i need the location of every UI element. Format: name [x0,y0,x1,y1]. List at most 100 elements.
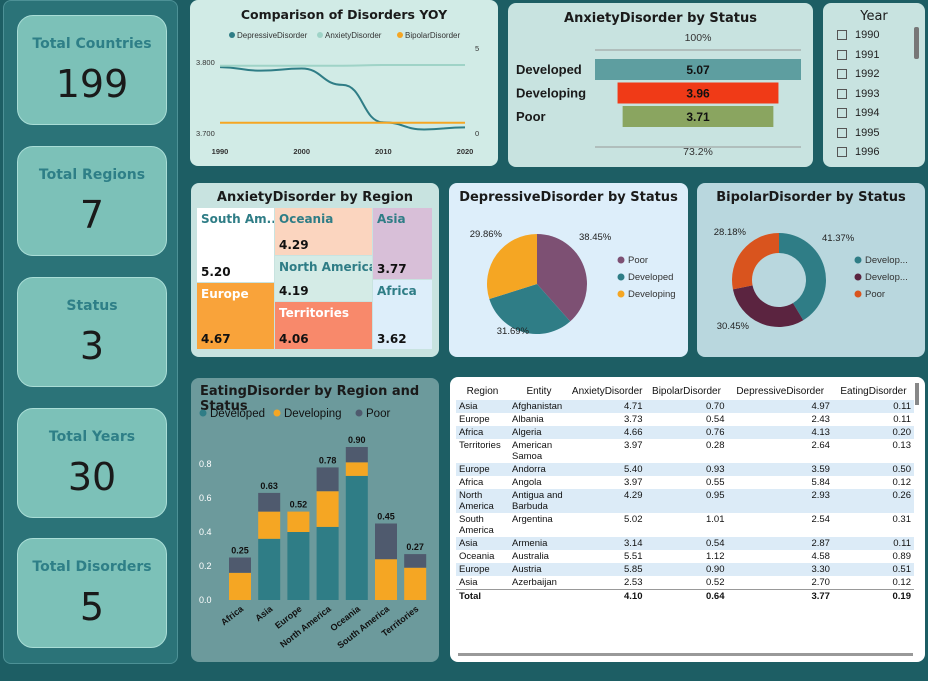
treemap-value: 4.19 [279,284,309,298]
column-header[interactable]: Entity [509,383,569,400]
treemap-label: South Am... [201,212,274,226]
table-cell: 0.93 [645,463,728,476]
total-row: Total 4.10 0.64 3.77 0.19 [456,589,914,603]
pie-slice [489,284,571,334]
pie-chart: 38.45% 31.69% 29.86% Poor Developed Developin… [470,229,676,337]
table-row[interactable]: Europe Albania 3.73 0.54 2.43 0.11 [456,413,914,426]
legend-label: BipolarDisorder [405,31,460,40]
table-row[interactable]: North America Antigua and Barbuda 4.29 0.95… [456,489,914,513]
treemap-label: Asia [377,212,406,226]
table-cell: Armenia [509,537,569,550]
treemap-cell[interactable]: South Am... 5.20 [197,208,274,282]
year-option[interactable]: 1994 [837,107,879,119]
legend-label: Developed [210,408,265,420]
column-header[interactable]: BipolarDisorder [645,383,728,400]
year-option[interactable]: 1990 [837,29,879,41]
table-cell: Andorra [509,463,569,476]
funnel-bottom-label: 73.2% [683,146,713,158]
treemap-cell[interactable]: Europe 4.67 [197,283,274,349]
column-header[interactable]: EatingDisorder [832,383,914,400]
table-cell: 0.54 [645,537,728,550]
table-cell: 0.19 [832,589,914,603]
table-cell: 0.28 [645,439,728,463]
data-label: 0.25 [231,546,249,556]
table-row[interactable]: Europe Austria 5.85 0.90 3.30 0.51 [456,563,914,576]
table-row[interactable]: South America Argentina 5.02 1.01 2.54 0.31 [456,513,914,537]
table-cell: 4.13 [727,426,833,439]
funnel-category: Developed [516,62,582,77]
y-tick-label: 0.2 [199,561,212,571]
table-row[interactable]: Africa Algeria 4.66 0.76 4.13 0.20 [456,426,914,439]
kpi-title: Total Disorders [32,559,152,575]
table-row[interactable]: Asia Afghanistan 4.71 0.70 4.97 0.11 [456,400,914,413]
funnel-bar [622,106,774,127]
table-cell: Afghanistan [509,400,569,413]
checkbox[interactable] [837,30,847,41]
kpi-card: Total Disorders 5 [17,538,167,648]
data-label: 41.37% [822,233,855,244]
checkbox[interactable] [837,127,847,138]
column-header[interactable]: Region [456,383,509,400]
checkbox[interactable] [837,147,847,158]
bar-segment [229,572,251,600]
table-cell: 0.20 [832,426,914,439]
checkbox[interactable] [837,88,847,99]
scrollbar[interactable] [458,653,913,656]
bar-segment [375,523,397,560]
treemap-value: 4.67 [201,332,231,346]
treemap-cell[interactable]: Territories 4.06 [275,302,372,349]
column-header[interactable]: AnxietyDisorder [568,383,646,400]
year-option[interactable]: 1991 [837,49,879,61]
table-cell: 2.64 [727,439,833,463]
treemap-cell[interactable]: Africa 3.62 [373,280,432,349]
table-cell: Asia [456,400,509,413]
legend-marker [317,32,323,38]
table-cell: 1.12 [645,550,728,563]
pie-slice [732,285,804,327]
data-label: 29.86% [470,229,503,240]
x-tick-label: 2010 [375,147,392,156]
scrollbar[interactable] [914,27,919,59]
checkbox[interactable] [837,69,847,80]
year-option[interactable]: 1992 [837,68,879,80]
funnel-category: Developing [516,86,586,101]
year-option[interactable]: 1995 [837,127,879,139]
year-option[interactable]: 1993 [837,88,879,100]
column-header[interactable]: DepressiveDisorder [727,383,833,400]
table-cell: 0.54 [645,413,728,426]
table-cell: Europe [456,563,509,576]
table-row[interactable]: Asia Armenia 3.14 0.54 2.87 0.11 [456,537,914,550]
scrollbar[interactable] [915,383,919,405]
x-tick-label: North America [278,603,334,649]
table-cell: Europe [456,463,509,476]
year-option[interactable]: 1996 [837,146,879,158]
legend-marker [854,256,862,264]
kpi-panel: Total Countries 199 Total Regions 7 Status… [3,0,178,664]
table-row[interactable]: Oceania Australia 5.51 1.12 4.58 0.89 [456,550,914,563]
stacked-bar-chart: Developed Developing Poor 0.8 0.6 0.4 0.2 0.0 0.… [199,408,427,650]
kpi-value: 199 [55,62,129,106]
year-label: 1994 [855,107,880,119]
treemap-cell[interactable]: Asia 3.77 [373,208,432,279]
table-row[interactable]: Asia Azerbaijan 2.53 0.52 2.70 0.12 [456,576,914,590]
treemap-cell[interactable]: North America 4.19 [275,256,372,301]
funnel-value: 3.96 [686,87,710,101]
year-label: 1991 [855,48,880,61]
year-slicer[interactable]: Year 1990 1991 1992 1993 1994 1995 1996 [823,3,925,167]
table-cell: Austria [509,563,569,576]
bar-segment [287,511,310,532]
bar-segment [229,557,251,573]
checkbox[interactable] [837,108,847,119]
checkbox[interactable] [837,49,847,60]
y2-tick-label: 5 [475,44,479,53]
table-row[interactable]: Europe Andorra 5.40 0.93 3.59 0.50 [456,463,914,476]
table-row[interactable]: Territories American Samoa 3.97 0.28 2.64 0.1… [456,439,914,463]
y-tick-label: 3.800 [196,58,215,67]
legend-marker [355,409,363,417]
treemap-cell[interactable]: Oceania 4.29 [275,208,372,255]
table-row[interactable]: Africa Angola 3.97 0.55 5.84 0.12 [456,476,914,489]
table-cell: Oceania [456,550,509,563]
y-tick-label: 0.6 [199,493,212,503]
legend-label: Developed [628,272,673,283]
funnel-value: 5.07 [686,63,710,77]
